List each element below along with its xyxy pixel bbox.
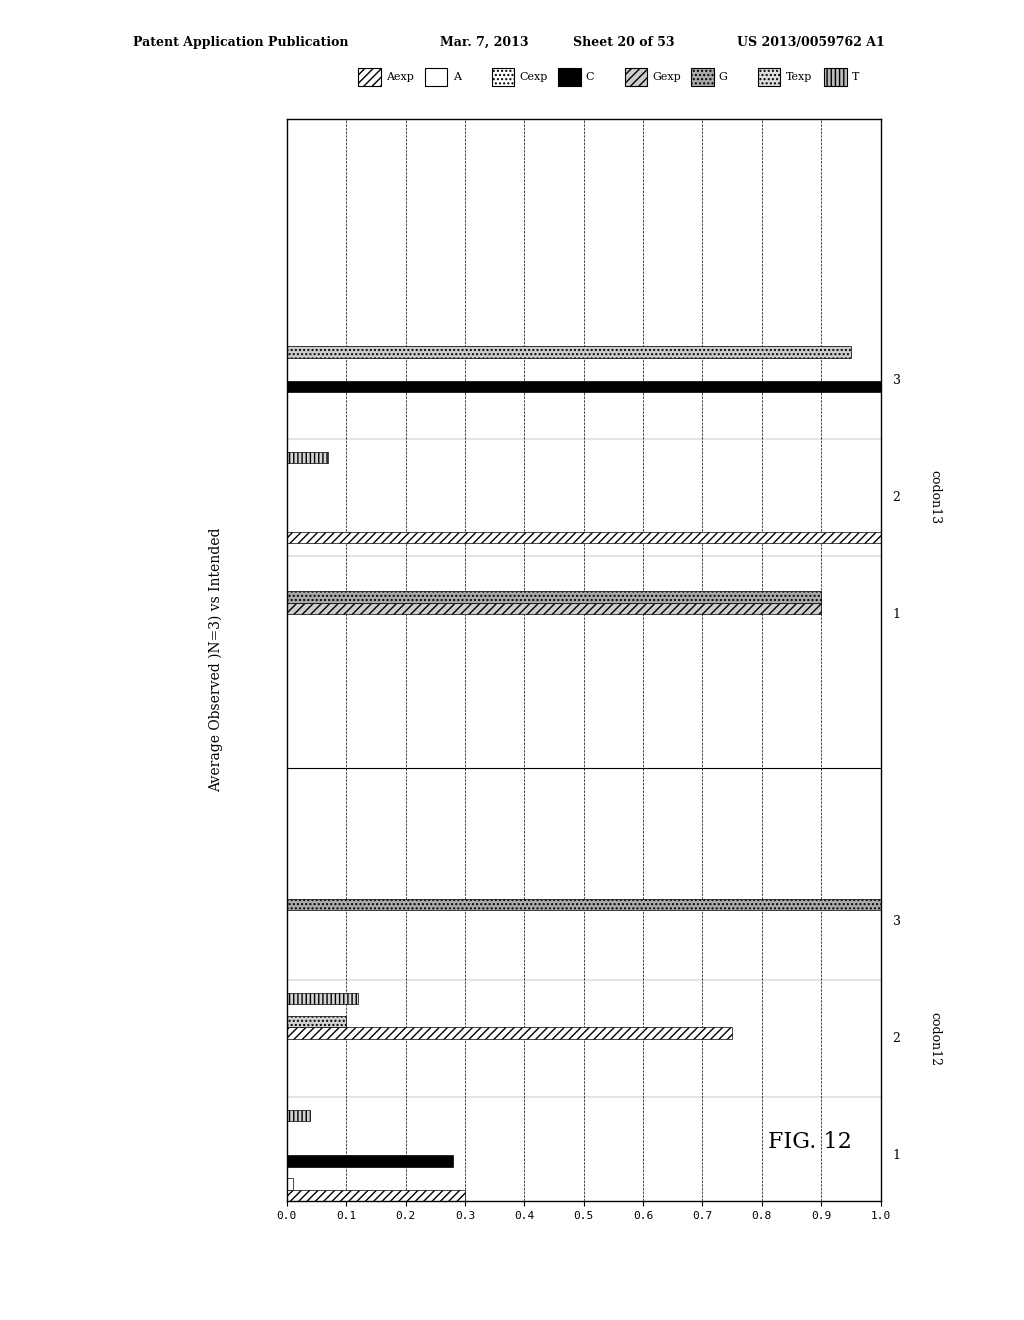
Text: A: A [453, 73, 461, 82]
Text: Aexp: Aexp [386, 73, 414, 82]
Text: G: G [719, 73, 728, 82]
Text: Texp: Texp [785, 73, 812, 82]
Text: 3: 3 [893, 915, 900, 928]
Text: C: C [586, 73, 594, 82]
Text: 2: 2 [893, 1032, 900, 1045]
Bar [287, 346, 851, 358]
Text: 3: 3 [893, 374, 900, 387]
Text: 2: 2 [893, 491, 900, 504]
Text: US 2013/0059762 A1: US 2013/0059762 A1 [737, 36, 885, 49]
Bar [287, 532, 881, 543]
Bar [287, 1155, 453, 1167]
Text: Mar. 7, 2013: Mar. 7, 2013 [440, 36, 528, 49]
Bar [287, 591, 821, 603]
Bar [287, 993, 358, 1005]
Text: Gexp: Gexp [652, 73, 681, 82]
Text: T: T [852, 73, 859, 82]
Bar [287, 603, 821, 614]
Bar [287, 380, 881, 392]
Bar [287, 1179, 293, 1189]
Text: 1: 1 [893, 1148, 900, 1162]
Text: codon13: codon13 [928, 470, 941, 524]
Text: Average Observed )N=3) vs Intended: Average Observed )N=3) vs Intended [208, 528, 222, 792]
Text: Sheet 20 of 53: Sheet 20 of 53 [573, 36, 675, 49]
Text: Cexp: Cexp [519, 73, 548, 82]
Bar [287, 1110, 310, 1121]
Bar [287, 1189, 465, 1201]
Bar [287, 1027, 732, 1039]
Text: 1: 1 [893, 607, 900, 620]
Text: FIG. 12: FIG. 12 [768, 1131, 852, 1154]
Text: Patent Application Publication: Patent Application Publication [133, 36, 348, 49]
Text: codon12: codon12 [928, 1011, 941, 1065]
Bar [287, 899, 881, 911]
Bar [287, 451, 329, 463]
Bar [287, 1015, 346, 1027]
